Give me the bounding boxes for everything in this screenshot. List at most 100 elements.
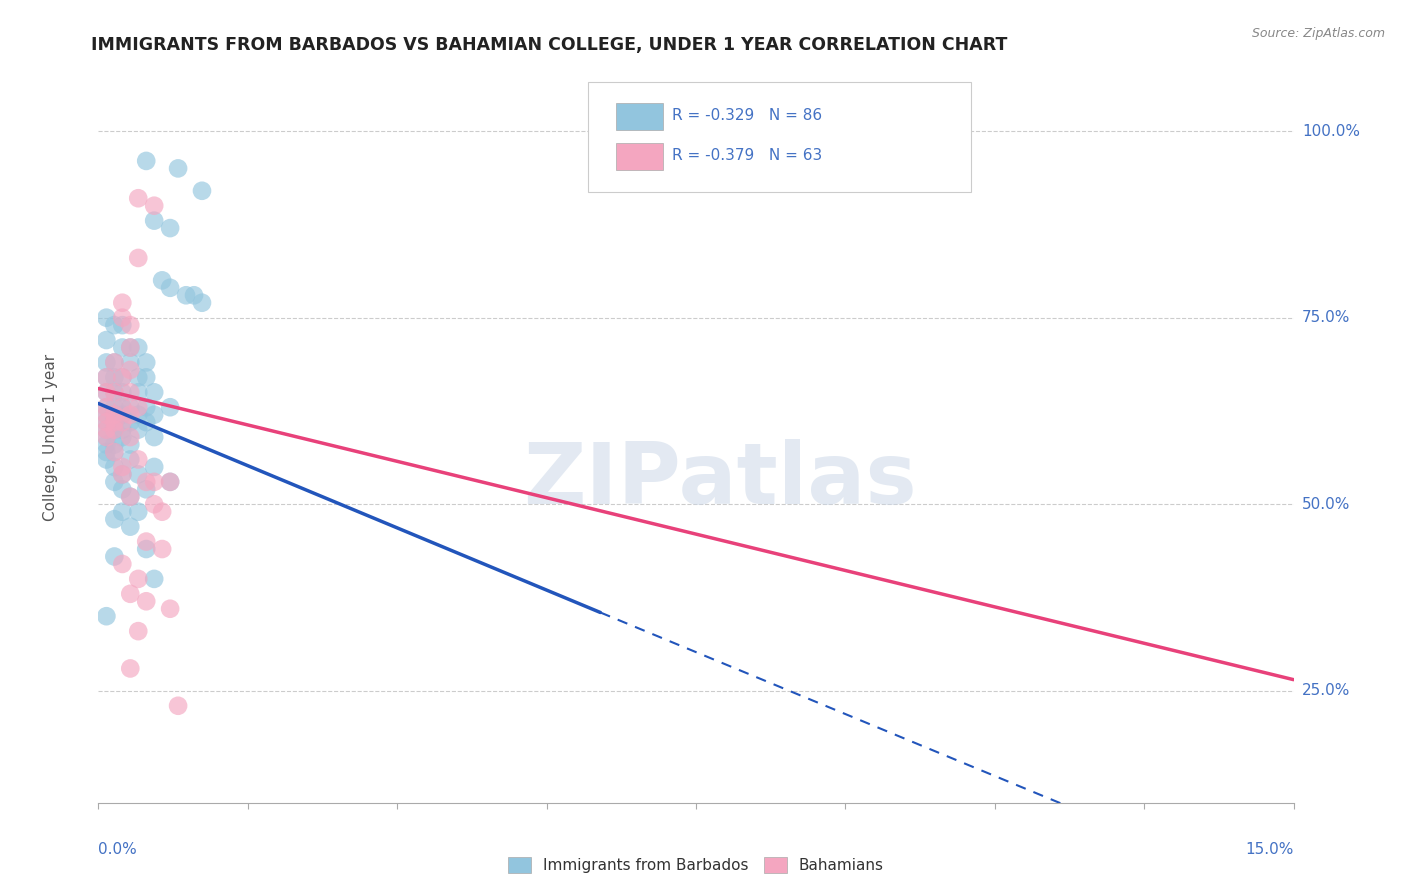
Point xyxy=(143,497,166,511)
Point xyxy=(96,415,118,429)
Point xyxy=(103,459,125,474)
Point xyxy=(183,288,205,302)
Point xyxy=(111,310,134,325)
Point xyxy=(120,452,142,467)
Point xyxy=(135,370,157,384)
Point xyxy=(143,459,166,474)
Point xyxy=(103,385,125,400)
Point xyxy=(96,401,118,415)
Point xyxy=(135,401,157,415)
FancyBboxPatch shape xyxy=(616,143,662,170)
Point xyxy=(159,475,181,489)
Point xyxy=(103,423,125,437)
Text: 50.0%: 50.0% xyxy=(1302,497,1350,512)
Point xyxy=(127,401,149,415)
Point xyxy=(96,415,118,429)
Point xyxy=(135,475,157,489)
Point xyxy=(103,445,125,459)
Point xyxy=(103,437,125,451)
Point xyxy=(96,609,118,624)
Point xyxy=(143,408,166,422)
Point xyxy=(120,415,142,429)
Point xyxy=(150,273,173,287)
Point xyxy=(159,281,181,295)
Point xyxy=(127,467,149,482)
Point xyxy=(120,318,142,332)
Point xyxy=(96,355,118,369)
Point xyxy=(103,408,125,422)
Point xyxy=(191,184,214,198)
Text: R = -0.329   N = 86: R = -0.329 N = 86 xyxy=(672,108,823,123)
Text: 100.0%: 100.0% xyxy=(1302,124,1360,138)
Point xyxy=(127,624,149,639)
Point xyxy=(103,385,125,400)
Point xyxy=(96,430,118,444)
Point xyxy=(135,415,157,429)
Point xyxy=(103,475,125,489)
Point xyxy=(143,475,166,489)
Point xyxy=(120,587,142,601)
Legend: Immigrants from Barbados, Bahamians: Immigrants from Barbados, Bahamians xyxy=(502,851,890,880)
Point xyxy=(120,341,142,355)
Point xyxy=(127,191,149,205)
Point xyxy=(120,430,142,444)
Point xyxy=(174,288,197,302)
Point xyxy=(127,385,149,400)
Text: ZIPatlas: ZIPatlas xyxy=(523,440,917,523)
Point xyxy=(120,355,142,369)
Point xyxy=(127,370,149,384)
Point xyxy=(135,153,157,168)
Point xyxy=(103,355,125,369)
Point xyxy=(103,318,125,332)
Point xyxy=(96,401,118,415)
Point xyxy=(96,423,118,437)
Point xyxy=(191,295,214,310)
Text: Source: ZipAtlas.com: Source: ZipAtlas.com xyxy=(1251,27,1385,40)
Point xyxy=(111,430,134,444)
Point xyxy=(135,594,157,608)
Point xyxy=(159,221,181,235)
Point xyxy=(143,199,166,213)
Point xyxy=(111,483,134,497)
Point xyxy=(103,415,125,429)
Text: College, Under 1 year: College, Under 1 year xyxy=(44,353,58,521)
Point xyxy=(111,341,134,355)
Point xyxy=(127,251,149,265)
Text: IMMIGRANTS FROM BARBADOS VS BAHAMIAN COLLEGE, UNDER 1 YEAR CORRELATION CHART: IMMIGRANTS FROM BARBADOS VS BAHAMIAN COL… xyxy=(91,36,1008,54)
Point xyxy=(96,333,118,347)
Point xyxy=(127,341,149,355)
Point xyxy=(96,430,118,444)
Point xyxy=(96,385,118,400)
Point xyxy=(120,490,142,504)
Point xyxy=(111,505,134,519)
Point xyxy=(103,423,125,437)
Point xyxy=(150,542,173,557)
Point xyxy=(111,401,134,415)
FancyBboxPatch shape xyxy=(616,103,662,130)
Point xyxy=(111,408,134,422)
Point xyxy=(96,370,118,384)
Text: 0.0%: 0.0% xyxy=(98,842,138,856)
Point xyxy=(103,512,125,526)
Point xyxy=(96,408,118,422)
Point xyxy=(135,542,157,557)
Point xyxy=(159,401,181,415)
Point xyxy=(120,363,142,377)
Point xyxy=(111,423,134,437)
Point xyxy=(103,415,125,429)
Point xyxy=(127,408,149,422)
Point xyxy=(167,698,190,713)
Point xyxy=(135,355,157,369)
Point xyxy=(111,401,134,415)
Point xyxy=(103,408,125,422)
Point xyxy=(111,459,134,474)
Text: 75.0%: 75.0% xyxy=(1302,310,1350,326)
Point xyxy=(167,161,190,176)
Point xyxy=(127,452,149,467)
Point xyxy=(111,415,134,429)
Point xyxy=(103,401,125,415)
Point xyxy=(127,505,149,519)
Point xyxy=(111,385,134,400)
Point xyxy=(120,401,142,415)
Point xyxy=(103,355,125,369)
